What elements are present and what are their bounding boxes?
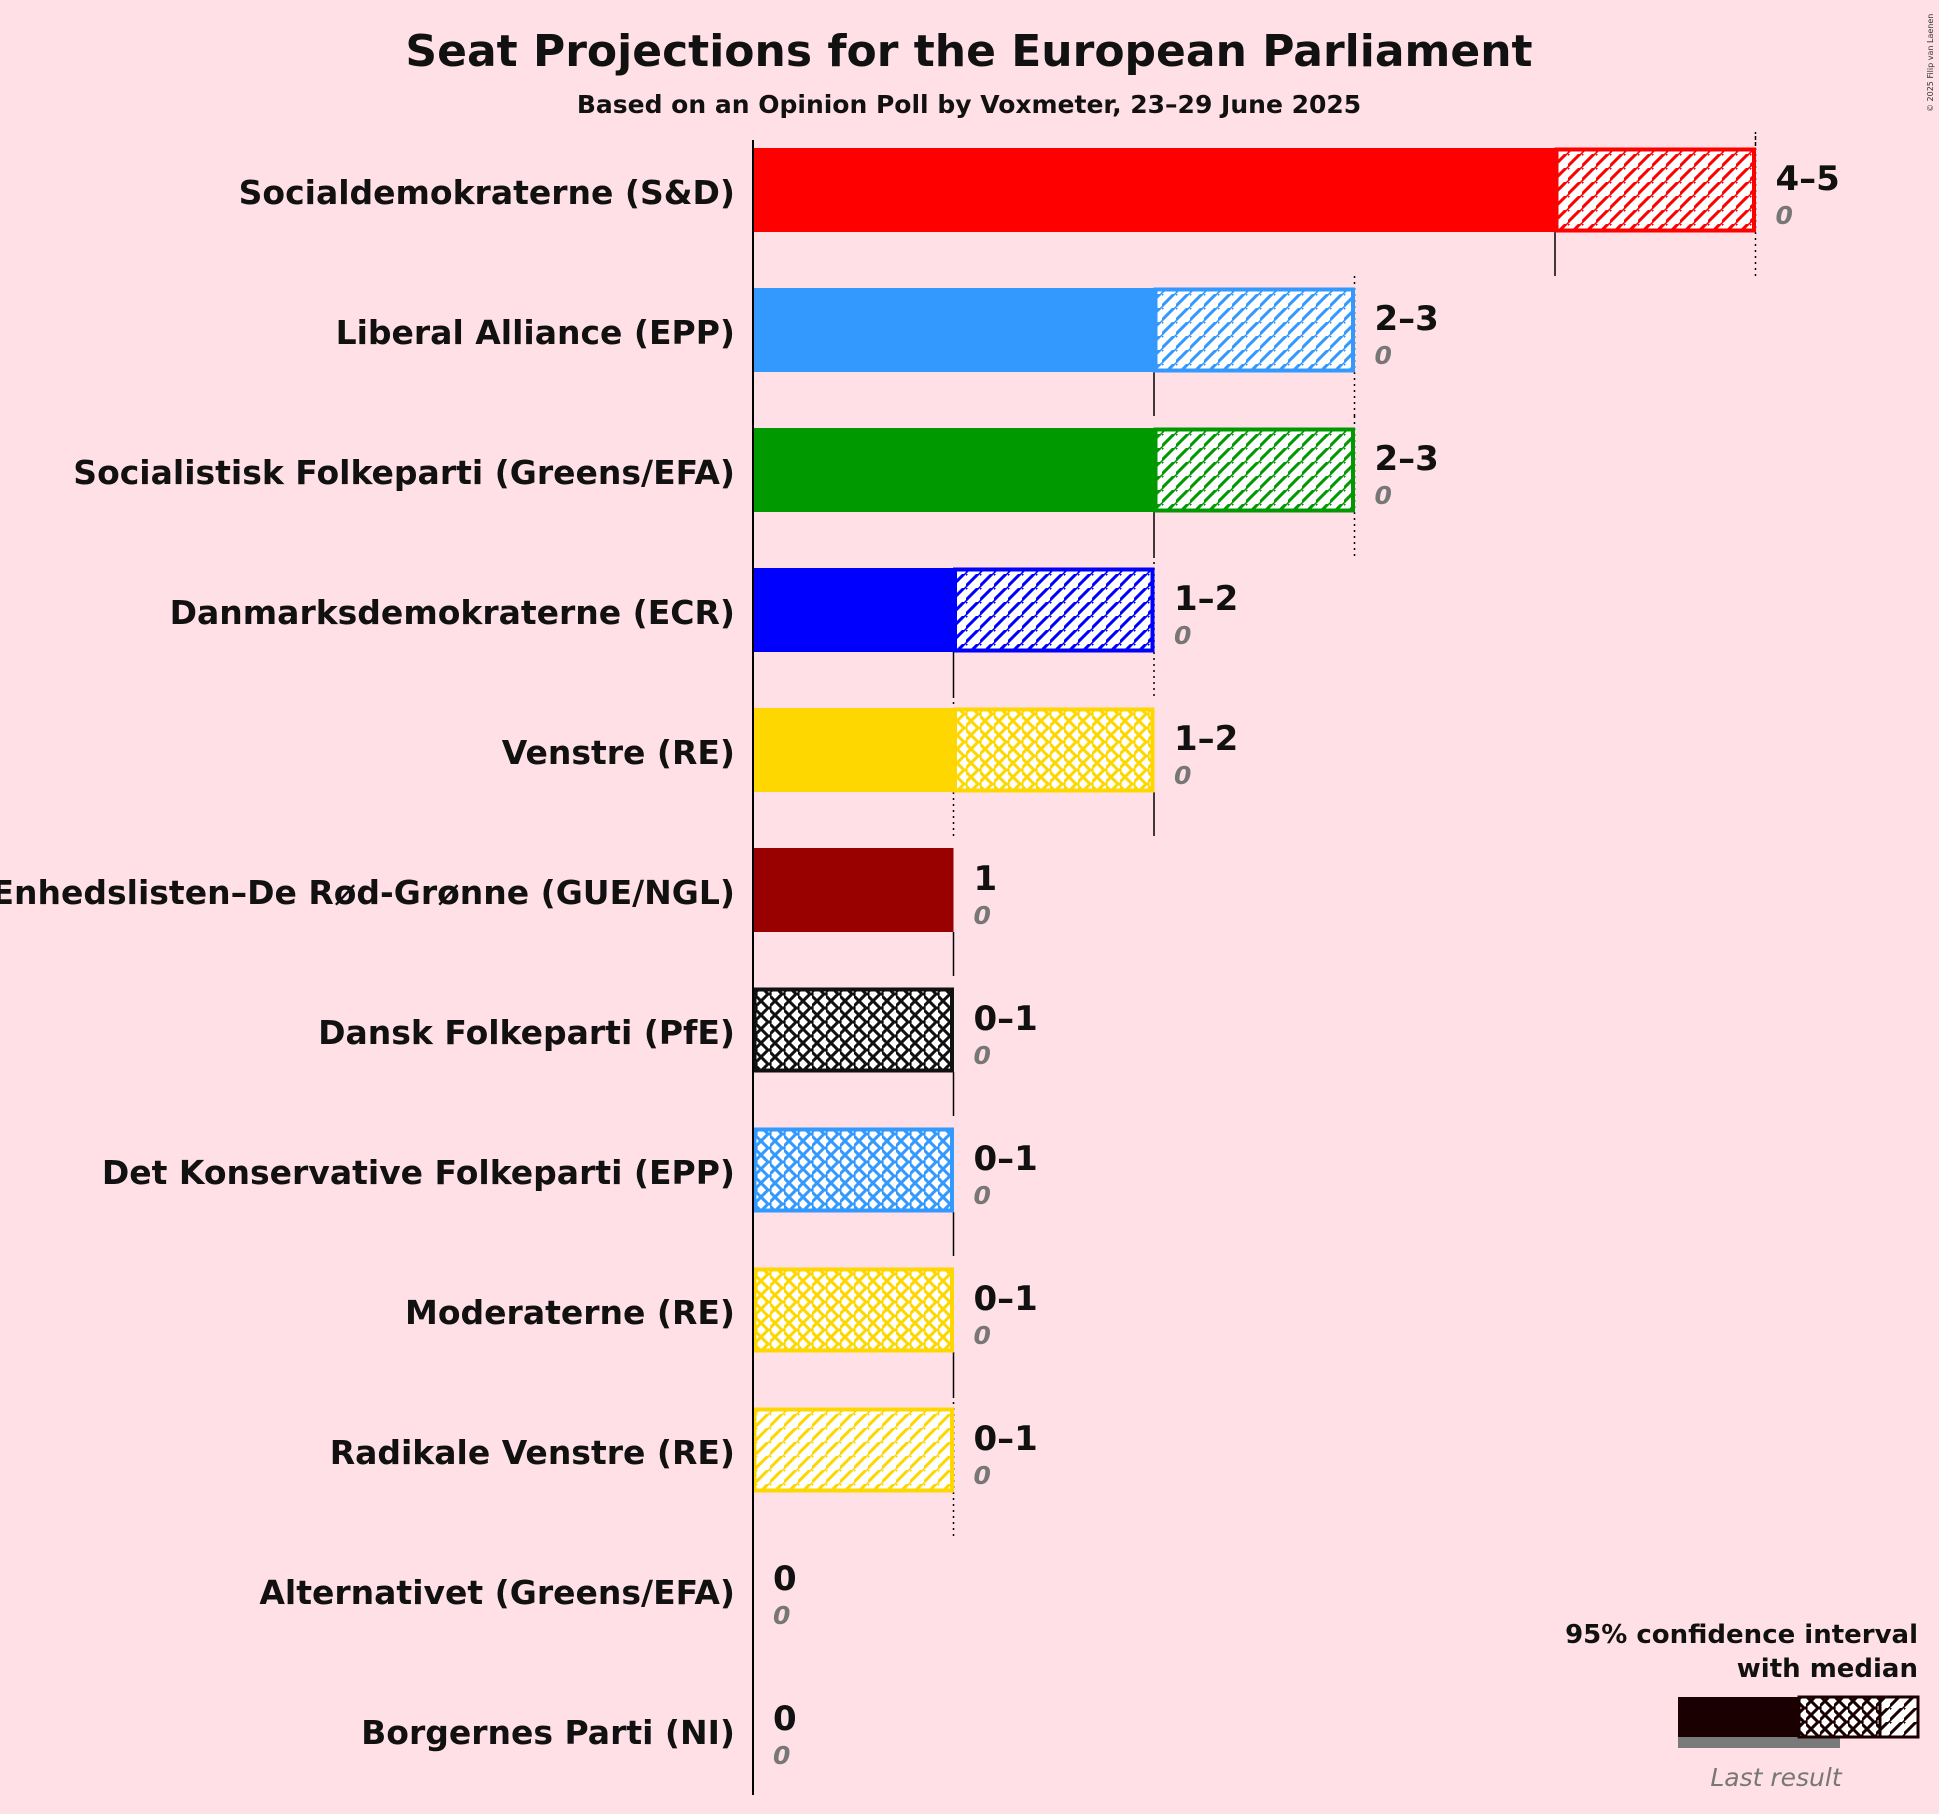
bar-interval <box>1554 147 1756 233</box>
last-result-label: 0 <box>1174 621 1191 650</box>
party-label: Dansk Folkeparti (PfE) <box>318 1013 735 1052</box>
party-label: Moderaterne (RE) <box>405 1293 735 1332</box>
bar-solid <box>753 848 954 932</box>
last-result-label: 0 <box>974 1461 991 1490</box>
bar-solid <box>753 148 1555 232</box>
legend-cross-swatch <box>1797 1695 1882 1739</box>
range-label: 4–5 <box>1776 159 1840 199</box>
bar-interval <box>1153 427 1355 513</box>
last-result-label: 0 <box>1174 761 1191 790</box>
chart-subtitle: Based on an Opinion Poll by Voxmeter, 23… <box>577 90 1361 119</box>
bar-solid <box>753 428 1154 512</box>
party-label: Socialdemokraterne (S&D) <box>239 173 735 212</box>
chart-title: Seat Projections for the European Parlia… <box>405 26 1532 77</box>
party-label: Socialistisk Folkeparti (Greens/EFA) <box>73 453 735 492</box>
bar-solid <box>753 708 954 792</box>
range-label: 2–3 <box>1375 299 1439 339</box>
party-label: Danmarksdemokraterne (ECR) <box>170 593 735 632</box>
range-label: 1–2 <box>1174 579 1238 619</box>
range-label: 0 <box>773 1699 797 1739</box>
bar-interval <box>752 987 954 1073</box>
range-label: 1 <box>974 859 998 899</box>
bar-interval <box>1153 287 1355 373</box>
party-label: Alternativet (Greens/EFA) <box>259 1573 735 1612</box>
range-label: 1–2 <box>1174 719 1238 759</box>
bar-solid <box>753 288 1154 372</box>
last-result-label: 0 <box>974 1041 991 1070</box>
legend: 95% confidence interval with median Last… <box>1565 1620 1920 1792</box>
range-label: 2–3 <box>1375 439 1439 479</box>
bar-interval <box>953 567 1155 653</box>
legend-diag-swatch <box>1878 1695 1920 1739</box>
party-label: Borgernes Parti (NI) <box>361 1713 735 1752</box>
legend-solid-swatch <box>1678 1697 1799 1737</box>
legend-line-1: 95% confidence interval <box>1565 1620 1918 1650</box>
bar-interval <box>752 1267 954 1353</box>
range-label: 0 <box>773 1559 797 1599</box>
last-result-label: 0 <box>974 1181 991 1210</box>
party-label: Radikale Venstre (RE) <box>330 1433 735 1472</box>
copyright-note: © 2025 Filip van Laenen <box>1926 14 1935 112</box>
party-label: Liberal Alliance (EPP) <box>336 313 735 352</box>
legend-last-result-label: Last result <box>1710 1763 1842 1792</box>
range-label: 0–1 <box>974 1419 1038 1459</box>
party-label: Venstre (RE) <box>502 733 735 772</box>
range-label: 0–1 <box>974 1279 1038 1319</box>
last-result-label: 0 <box>1375 341 1392 370</box>
bar-interval <box>752 1407 954 1493</box>
range-label: 0–1 <box>974 1139 1038 1179</box>
bar-interval <box>953 707 1155 793</box>
legend-line-2: with median <box>1737 1654 1918 1684</box>
party-label: Det Konservative Folkeparti (EPP) <box>102 1153 735 1192</box>
last-result-label: 0 <box>1375 481 1392 510</box>
last-result-label: 0 <box>773 1601 790 1630</box>
last-result-label: 0 <box>773 1741 790 1770</box>
bar-solid <box>753 568 954 652</box>
party-label: Enhedslisten–De Rød-Grønne (GUE/NGL) <box>0 873 735 912</box>
range-label: 0–1 <box>974 999 1038 1039</box>
bar-interval <box>752 1127 954 1213</box>
last-result-label: 0 <box>974 1321 991 1350</box>
last-result-label: 0 <box>974 901 991 930</box>
last-result-label: 0 <box>1776 201 1793 230</box>
